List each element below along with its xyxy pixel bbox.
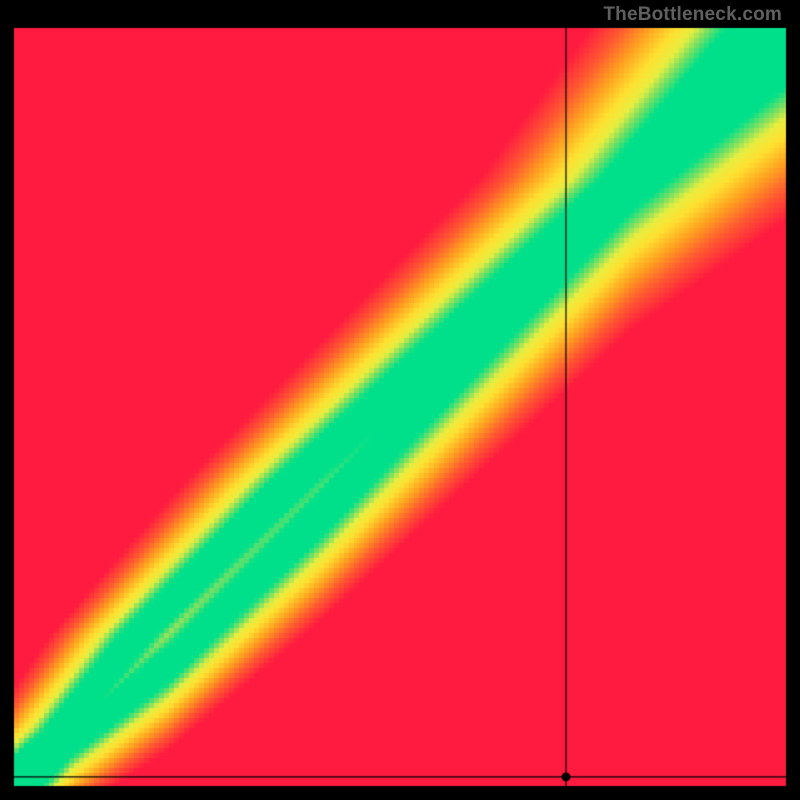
chart-container: TheBottleneck.com	[0, 0, 800, 800]
watermark-text: TheBottleneck.com	[603, 4, 782, 26]
bottleneck-heatmap-canvas	[0, 0, 800, 800]
